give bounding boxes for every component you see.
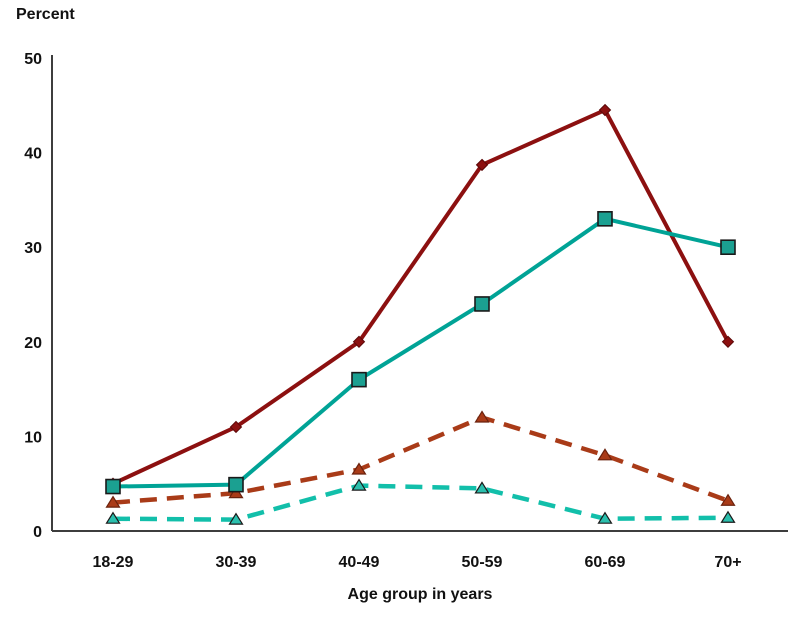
x-category-label: 18-29 (93, 554, 134, 571)
series-line-rust-dashed-triangle (112, 415, 729, 505)
data-point-triangle (474, 410, 490, 423)
y-axis-title: Percent (16, 6, 75, 23)
data-point-diamond (475, 158, 489, 172)
x-category-label: 40-49 (339, 554, 380, 571)
data-point-square (228, 476, 244, 493)
series-line-dark-red-solid-diamond (112, 107, 730, 486)
data-point-diamond (598, 103, 612, 117)
y-tick-label: 30 (24, 240, 42, 257)
y-tick-label: 20 (24, 335, 42, 352)
x-category-label: 30-39 (216, 554, 257, 571)
data-point-triangle (105, 495, 121, 508)
data-point-triangle (597, 511, 613, 524)
data-point-triangle (474, 481, 490, 494)
data-point-square (351, 371, 367, 388)
y-tick-label: 40 (24, 146, 42, 163)
data-point-triangle (228, 512, 244, 525)
data-point-square (474, 296, 490, 312)
data-point-square (105, 478, 121, 495)
data-point-triangle (351, 462, 367, 475)
x-category-label: 50-59 (462, 554, 503, 571)
x-category-label: 70+ (714, 554, 741, 571)
y-tick-label: 10 (24, 429, 42, 446)
data-point-triangle (720, 510, 736, 523)
data-point-square (720, 239, 736, 255)
data-point-diamond (721, 335, 735, 349)
data-point-triangle (720, 493, 736, 506)
data-point-triangle (351, 478, 367, 491)
series-line-teal-solid-square (112, 216, 729, 489)
data-point-triangle (105, 511, 121, 524)
series-line-teal-dashed-triangle (112, 483, 729, 522)
y-tick-label: 50 (24, 51, 42, 68)
y-tick-label: 0 (33, 524, 42, 541)
data-point-triangle (597, 448, 613, 461)
data-point-square (597, 211, 613, 227)
data-point-diamond (352, 335, 366, 349)
x-axis-title: Age group in years (347, 586, 493, 603)
data-point-diamond (229, 420, 243, 434)
x-category-label: 60-69 (585, 554, 626, 571)
